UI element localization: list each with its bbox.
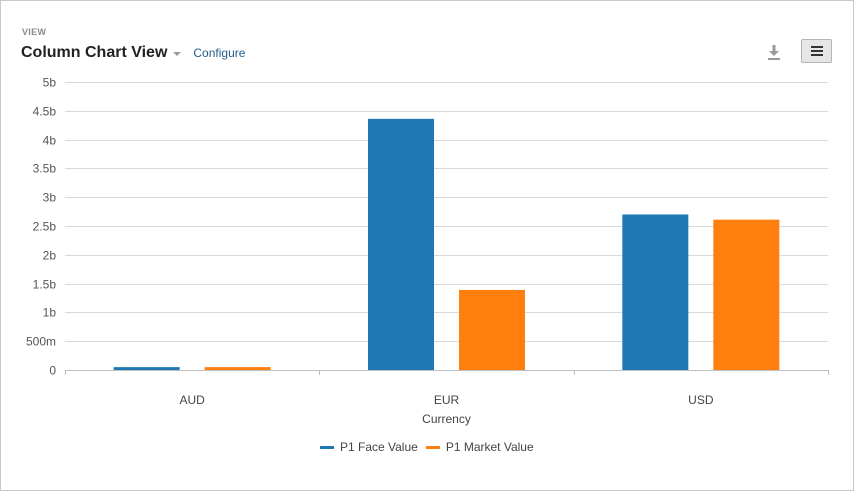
configure-link[interactable]: Configure <box>193 46 246 60</box>
bar-eur-series-1 <box>368 118 434 370</box>
view-title[interactable]: Column Chart View <box>21 44 168 61</box>
download-icon[interactable] <box>765 43 783 61</box>
legend-label: P1 Face Value <box>340 440 418 454</box>
bar-aud-series-1 <box>113 367 180 370</box>
y-tick-label: 4b <box>43 134 57 148</box>
y-tick-label: 2.5b <box>33 220 57 234</box>
legend-item[interactable]: P1 Face Value <box>320 440 418 454</box>
y-tick-label: 500m <box>26 335 56 349</box>
chart-menu-button[interactable] <box>801 39 832 63</box>
caret-down-icon[interactable] <box>173 52 182 56</box>
legend-item[interactable]: P1 Market Value <box>425 440 534 454</box>
bar-aud-series-2 <box>204 367 271 370</box>
y-tick-label: 3.5b <box>33 162 57 176</box>
x-tick-label: USD <box>688 393 714 407</box>
title-row: Column Chart View Configure <box>21 43 245 63</box>
y-tick-label: 1.5b <box>33 278 57 292</box>
legend-swatch <box>425 445 440 449</box>
legend-label: P1 Market Value <box>445 440 534 454</box>
y-tick-label: 3b <box>43 191 57 205</box>
y-tick-label: 4.5b <box>33 105 57 119</box>
x-axis-title: Currency <box>422 412 471 426</box>
x-tick-label: AUD <box>179 393 205 407</box>
y-tick-label: 5b <box>43 76 57 90</box>
y-tick-label: 2b <box>43 249 57 263</box>
bar-eur-series-2 <box>459 289 525 370</box>
y-tick-label: 1b <box>43 306 57 320</box>
bar-usd-series-2 <box>713 219 780 370</box>
x-tick-label: EUR <box>434 393 460 407</box>
legend-swatch <box>320 445 334 449</box>
y-tick-label: 0 <box>49 364 56 378</box>
section-label: VIEW <box>22 27 47 37</box>
hamburger-menu-icon <box>811 46 823 56</box>
chart-legend: P1 Face Value P1 Market Value <box>320 440 542 454</box>
bar-usd-series-1 <box>622 214 689 370</box>
